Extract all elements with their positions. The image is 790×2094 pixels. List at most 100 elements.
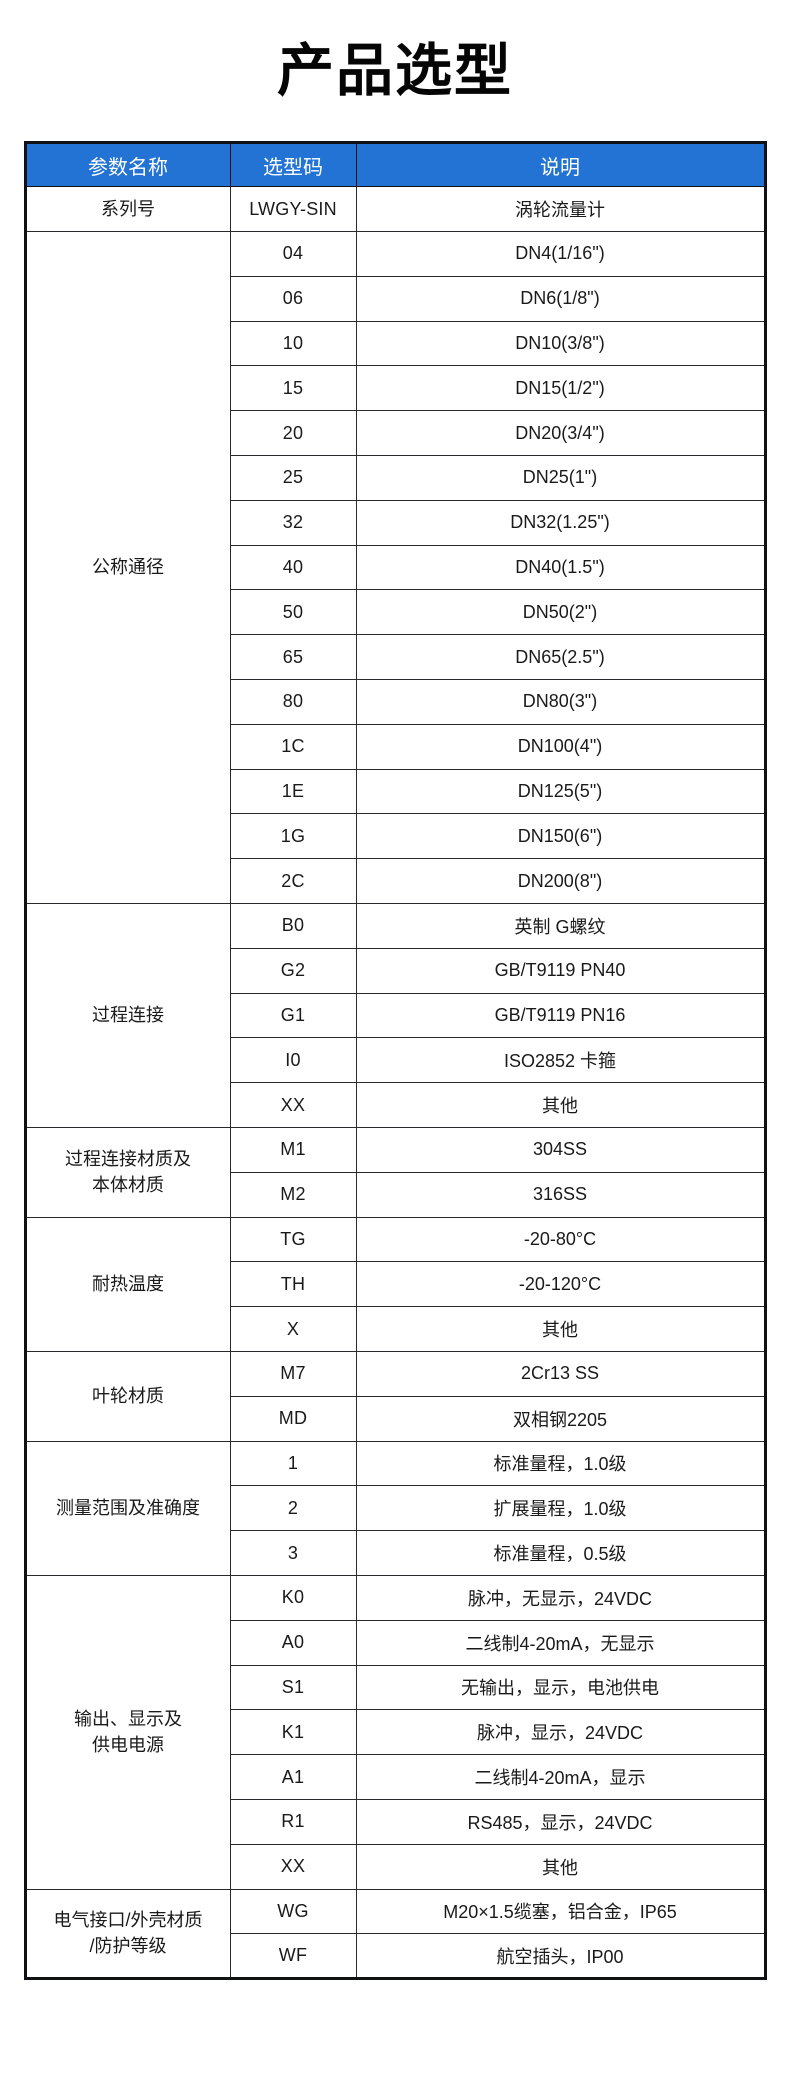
table-row: 1G DN150(6"): [25, 813, 766, 860]
header-parameter-name: 参数名称: [24, 142, 231, 188]
description-cell: 其他: [355, 1082, 766, 1128]
description-cell: DN50(2"): [355, 589, 766, 636]
description-cell: 扩展量程，1.0级: [355, 1485, 766, 1532]
description-cell: DN4(1/16"): [355, 231, 766, 277]
selection-code-cell: XX: [229, 1082, 357, 1128]
parameter-name-cell: 过程连接材质及 本体材质: [24, 1126, 231, 1218]
table-row: TH -20-120°C: [25, 1261, 766, 1308]
selection-code-cell: A1: [229, 1754, 357, 1800]
selection-code-cell: 3: [229, 1530, 357, 1576]
table-row: XX 其他: [25, 1843, 766, 1890]
parameter-name-cell: 测量范围及准确度: [24, 1440, 231, 1576]
selection-code-cell: WG: [229, 1888, 357, 1935]
description-cell: 其他: [355, 1843, 766, 1890]
description-cell: 二线制4-20mA，显示: [355, 1754, 766, 1800]
selection-code-cell: 32: [229, 499, 357, 546]
description-cell: DN125(5"): [355, 768, 766, 815]
selection-code-cell: TG: [229, 1216, 357, 1263]
selection-code-cell: 1C: [229, 723, 357, 770]
selection-code-cell: I0: [229, 1037, 357, 1084]
table-row: 耐热温度 TG -20-80°C: [24, 1216, 766, 1352]
selection-code-cell: MD: [229, 1395, 357, 1442]
table-row: 1C DN100(4"): [25, 723, 766, 770]
table-row: 50 DN50(2"): [25, 589, 766, 636]
description-cell: DN150(6"): [355, 813, 766, 860]
selection-code-cell: K1: [229, 1709, 357, 1756]
table-row: 10 DN10(3/8"): [25, 320, 766, 367]
table-row: 25 DN25(1"): [25, 455, 766, 501]
table-row: 06 DN6(1/8"): [25, 275, 766, 322]
header-description: 说明: [355, 142, 766, 188]
table-row: 输出、显示及 供电电源 K0 脉冲，无显示，24VDC: [24, 1574, 766, 1890]
description-cell: DN40(1.5"): [355, 544, 766, 591]
selection-code-cell: 10: [229, 320, 357, 367]
table-row: 2 扩展量程，1.0级: [25, 1485, 766, 1532]
table-row: 公称通径 04 DN4(1/16"): [24, 231, 766, 904]
selection-code-cell: S1: [229, 1664, 357, 1711]
table-row: 20 DN20(3/4"): [25, 410, 766, 457]
description-cell: 英制 G螺纹: [355, 903, 766, 949]
description-cell: 无输出，显示，电池供电: [355, 1664, 766, 1711]
description-cell: DN10(3/8"): [355, 320, 766, 367]
selection-code-cell: 1E: [229, 768, 357, 815]
parameter-name-cell: 公称通径: [24, 231, 231, 904]
selection-code-cell: 80: [229, 679, 357, 725]
selection-code-cell: XX: [229, 1843, 357, 1890]
page-title: 产品选型: [277, 39, 513, 103]
description-cell: M20×1.5缆塞，铝合金，IP65: [355, 1888, 766, 1935]
description-cell: ISO2852 卡箍: [355, 1037, 766, 1084]
description-cell: 标准量程，0.5级: [355, 1530, 766, 1576]
description-cell: DN80(3"): [355, 679, 766, 725]
table-row: G2 GB/T9119 PN40: [25, 947, 766, 994]
description-cell: 二线制4-20mA，无显示: [355, 1619, 766, 1666]
selection-code-cell: M1: [229, 1126, 357, 1173]
description-cell: 脉冲，无显示，24VDC: [355, 1574, 766, 1621]
description-cell: DN25(1"): [355, 455, 766, 501]
description-cell: 标准量程，1.0级: [355, 1440, 766, 1487]
product-selection-table: 参数名称 选型码 说明 系列号 LWGY-SIN 涡轮流量计 公称通径 04 DN4(1/…: [23, 141, 767, 1981]
table-row: 测量范围及准确度 1 标准量程，1.0级: [24, 1440, 766, 1576]
table-row: 32 DN32(1.25"): [25, 499, 766, 546]
table-row: 叶轮材质 M7 2Cr13 SS: [24, 1350, 766, 1442]
table-row: MD 双相钢2205: [25, 1395, 766, 1442]
selection-code-cell: B0: [229, 903, 357, 949]
table-row: A0 二线制4-20mA，无显示: [25, 1619, 766, 1666]
selection-code-cell: A0: [229, 1619, 357, 1666]
table-row: G1 GB/T9119 PN16: [25, 992, 766, 1039]
selection-code-cell: 50: [229, 589, 357, 636]
table-row: 40 DN40(1.5"): [25, 544, 766, 591]
parameter-name-cell: 输出、显示及 供电电源: [24, 1574, 231, 1890]
selection-code-cell: 04: [229, 231, 357, 277]
description-cell: 双相钢2205: [355, 1395, 766, 1442]
selection-code-cell: LWGY-SIN: [229, 186, 357, 233]
selection-code-cell: G2: [229, 947, 357, 994]
parameter-name-cell: 叶轮材质: [24, 1350, 231, 1442]
table-row: I0 ISO2852 卡箍: [25, 1037, 766, 1084]
selection-code-cell: 2C: [229, 858, 357, 904]
selection-code-cell: K0: [229, 1574, 357, 1621]
description-cell: GB/T9119 PN40: [355, 947, 766, 994]
table-row: 2C DN200(8"): [25, 858, 766, 904]
description-cell: DN100(4"): [355, 723, 766, 770]
selection-code-cell: 1G: [229, 813, 357, 860]
description-cell: GB/T9119 PN16: [355, 992, 766, 1039]
description-cell: -20-80°C: [355, 1216, 766, 1263]
table-row: 过程连接材质及 本体材质 M1 304SS: [24, 1126, 766, 1218]
parameter-name-cell: 过程连接: [24, 903, 231, 1128]
header-selection-code: 选型码: [229, 142, 357, 188]
description-cell: RS485，显示，24VDC: [355, 1798, 766, 1845]
description-cell: DN15(1/2"): [355, 365, 766, 412]
selection-code-cell: G1: [229, 992, 357, 1039]
description-cell: 其他: [355, 1306, 766, 1352]
selection-code-cell: X: [229, 1306, 357, 1352]
description-cell: 脉冲，显示，24VDC: [355, 1709, 766, 1756]
selection-code-cell: M7: [229, 1350, 357, 1397]
table-row: 80 DN80(3"): [25, 679, 766, 725]
table-row: 电气接口/外壳材质 /防护等级 WG M20×1.5缆塞，铝合金，IP65: [24, 1888, 766, 1980]
description-cell: DN6(1/8"): [355, 275, 766, 322]
parameter-name-cell: 耐热温度: [24, 1216, 231, 1352]
selection-code-cell: 06: [229, 275, 357, 322]
table-row: R1 RS485，显示，24VDC: [25, 1798, 766, 1845]
description-cell: 304SS: [355, 1126, 766, 1173]
